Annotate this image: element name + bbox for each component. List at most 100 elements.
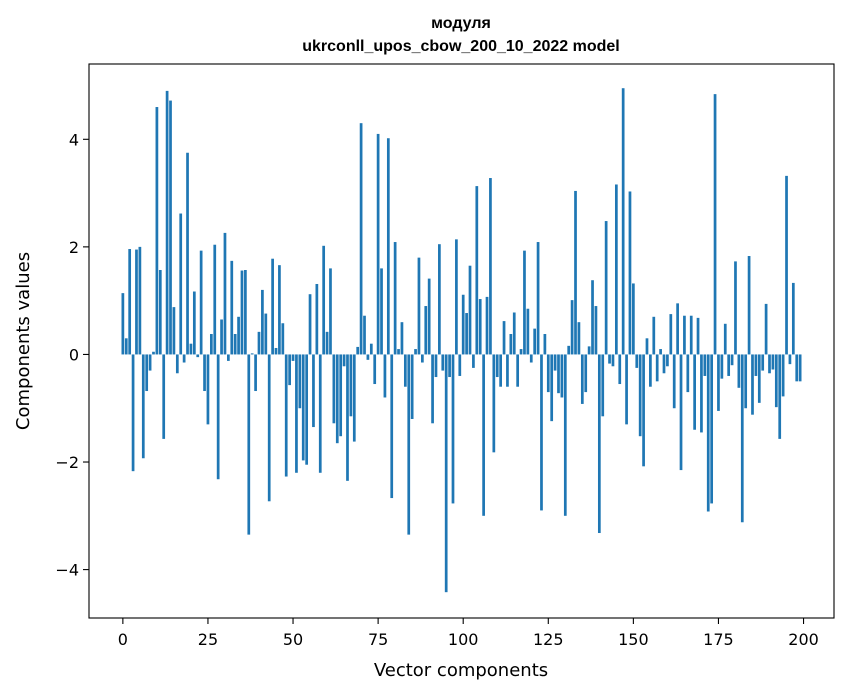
bar [489, 178, 492, 355]
bar [291, 354, 295, 361]
bar [441, 354, 445, 371]
bar [757, 354, 761, 403]
bar [727, 354, 731, 376]
bar [373, 354, 377, 385]
bar [485, 296, 489, 355]
bar [237, 316, 240, 355]
bar [448, 354, 451, 378]
bar [175, 354, 179, 374]
bar [203, 354, 206, 392]
bar [621, 88, 625, 355]
bar [468, 265, 472, 355]
bar [533, 328, 537, 355]
bar [563, 354, 567, 516]
bar [264, 313, 268, 355]
bar [597, 354, 601, 534]
bar [638, 354, 642, 437]
y-axis-ticks: −4 −2 0 2 4 [55, 130, 89, 580]
bar [267, 354, 271, 502]
bar [550, 354, 554, 422]
bar [312, 354, 315, 428]
bar [601, 354, 605, 417]
bar [254, 354, 257, 392]
bar [635, 354, 639, 368]
bar [124, 338, 128, 355]
bar [604, 221, 608, 355]
bar [179, 213, 183, 355]
bar [216, 354, 220, 480]
bar [240, 270, 244, 355]
bar [135, 249, 138, 355]
bar [199, 250, 203, 355]
bar [649, 354, 652, 387]
x-tick-label: 125 [533, 630, 564, 649]
bar [519, 349, 523, 355]
bar [560, 354, 564, 398]
bar [495, 354, 499, 378]
bar [628, 191, 632, 355]
bar [329, 268, 332, 355]
bar [121, 293, 125, 355]
bar [669, 314, 673, 355]
bar [325, 331, 329, 355]
bar [465, 313, 468, 355]
bar [366, 354, 370, 360]
bar [587, 346, 591, 355]
bar [244, 270, 247, 355]
bar [625, 354, 628, 425]
y-tick-label: 2 [69, 238, 79, 257]
bar [509, 334, 513, 355]
bar [281, 323, 285, 355]
bar [417, 257, 421, 355]
bar [209, 334, 213, 355]
bar [778, 354, 782, 439]
bar [400, 322, 404, 355]
bar [785, 175, 788, 355]
bar [308, 294, 312, 355]
bar [414, 349, 417, 355]
bar [186, 152, 189, 355]
bar [349, 354, 353, 417]
bar [420, 354, 424, 363]
bar [359, 123, 363, 355]
bar [754, 354, 758, 376]
bar [352, 354, 356, 442]
bar [386, 138, 390, 355]
bar [332, 354, 336, 424]
bar [196, 354, 200, 358]
bar [261, 289, 264, 355]
bar [444, 354, 448, 593]
bar [339, 354, 343, 437]
bar [512, 312, 516, 355]
bar [543, 334, 547, 355]
bar [162, 354, 166, 439]
bar [227, 354, 230, 361]
bar [594, 306, 598, 355]
bar [774, 354, 778, 408]
bar [700, 354, 703, 433]
bar [686, 354, 690, 393]
bar [458, 354, 462, 376]
bar [570, 300, 574, 355]
x-tick-label: 75 [368, 630, 388, 649]
bar [247, 354, 251, 535]
bar [169, 100, 172, 355]
bar [455, 239, 458, 355]
bar [703, 354, 707, 376]
x-tick-label: 100 [448, 630, 479, 649]
bar [591, 280, 594, 355]
bar [652, 316, 656, 355]
bar [250, 353, 254, 355]
bar [407, 354, 411, 535]
bar [689, 315, 693, 355]
bar [206, 354, 210, 425]
bar [710, 354, 714, 504]
bar [172, 307, 176, 355]
bar [574, 190, 577, 355]
chart-subtitle: ukrconll_upos_cbow_200_10_2022 model [302, 38, 619, 55]
bar [431, 354, 434, 424]
bar [165, 90, 169, 355]
bar [788, 354, 792, 365]
bar [356, 346, 360, 355]
